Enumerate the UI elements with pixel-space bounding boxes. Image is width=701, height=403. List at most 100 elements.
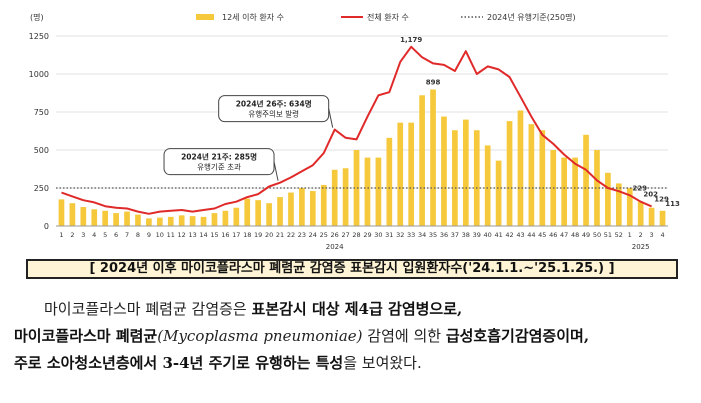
bar — [69, 203, 76, 226]
y-tick-label: 750 — [34, 108, 49, 117]
p3-bold: 주로 소아청소년층에서 3-4년 주기로 유행하는 특성 — [14, 354, 344, 372]
x-tick-label: 12 — [178, 231, 186, 239]
x-tick-label: 30 — [374, 231, 382, 239]
bar — [528, 124, 535, 226]
x-tick-label: 1 — [59, 231, 63, 239]
paragraph-line-3: 주로 소아청소년층에서 3-4년 주기로 유행하는 특성을 보여왔다. — [14, 350, 694, 377]
p2-text: 감염에 의한 — [362, 327, 446, 345]
bar — [342, 168, 349, 226]
x-tick-label: 35 — [429, 231, 437, 239]
bar — [320, 184, 327, 226]
bar — [626, 188, 633, 226]
x-tick-label: 1 — [628, 231, 632, 239]
bar — [484, 145, 491, 226]
legend-label: 2024년 유행기준(250명) — [487, 12, 576, 22]
p2-bold-2: 급성호흡기감염증이며, — [445, 327, 590, 345]
bar — [648, 207, 655, 226]
bar — [80, 207, 87, 226]
bar — [539, 130, 546, 226]
bar — [146, 218, 152, 226]
x-tick-label: 2 — [70, 231, 74, 239]
x-tick-label: 14 — [199, 231, 207, 239]
x-tick-label: 41 — [494, 231, 502, 239]
figure-caption: [ 2024년 이후 마이코플라스마 폐렴균 감염증 표본감시 입원환자수('2… — [26, 259, 678, 279]
bar — [200, 216, 207, 226]
annotation-subtitle: 유행주의보 발령 — [248, 109, 299, 119]
x-tick-label: 13 — [188, 231, 196, 239]
p2-italic: (Mycoplasma pneumoniae) — [157, 327, 363, 345]
bar — [561, 157, 568, 226]
x-tick-label: 22 — [287, 231, 295, 239]
x-tick-label: 49 — [582, 231, 590, 239]
x-tick-label: 24 — [309, 231, 317, 239]
bar — [255, 200, 262, 226]
bar — [211, 213, 218, 226]
bar — [605, 172, 611, 226]
x-tick-label: 25 — [320, 231, 328, 239]
y-unit-label: (명) — [30, 12, 44, 22]
x-tick-label: 9 — [147, 231, 151, 239]
x-tick-label: 17 — [232, 231, 240, 239]
x-tick-label: 16 — [221, 231, 229, 239]
x-tick-label: 23 — [298, 231, 306, 239]
x-tick-label: 11 — [167, 231, 175, 239]
bar — [572, 157, 578, 226]
bar — [375, 157, 382, 226]
x-tick-label: 27 — [341, 231, 349, 239]
y-tick-label: 500 — [34, 146, 49, 155]
x-tick-label: 39 — [473, 231, 481, 239]
x-year-label: 2024 — [326, 243, 344, 251]
bar — [495, 160, 502, 226]
bar — [583, 134, 589, 226]
x-tick-label: 5 — [103, 231, 107, 239]
legend-label: 전체 환자 수 — [367, 12, 409, 22]
legend-swatch-bar — [196, 14, 214, 20]
bar — [58, 199, 65, 226]
x-tick-label: 19 — [254, 231, 262, 239]
x-tick-label: 52 — [615, 231, 623, 239]
data-label: 229 — [632, 184, 647, 192]
x-tick-label: 51 — [604, 231, 612, 239]
x-tick-label: 33 — [407, 231, 415, 239]
bar — [473, 130, 480, 226]
paragraph-line-1: 마이코플라스마 폐렴균 감염증은 표본감시 대상 제4급 감염병으로, — [14, 296, 694, 323]
x-tick-label: 20 — [265, 231, 273, 239]
bar — [135, 214, 141, 226]
bar — [331, 169, 338, 226]
annotation-title: 2024년 26주: 634명 — [236, 99, 312, 109]
bar — [517, 110, 524, 226]
paragraph-line-2: 마이코플라스마 폐렴균(Mycoplasma pneumoniae) 감염에 의… — [14, 323, 694, 350]
bar — [419, 95, 425, 226]
x-tick-label: 6 — [114, 231, 118, 239]
data-label: 129 — [654, 195, 669, 203]
p2-bold: 마이코플라스마 폐렴균 — [14, 327, 158, 345]
x-tick-label: 40 — [484, 231, 492, 239]
data-label: 113 — [665, 200, 680, 208]
series-line-total — [61, 45, 652, 215]
bar — [637, 201, 644, 226]
x-tick-label: 7 — [125, 231, 129, 239]
x-tick-label: 37 — [451, 231, 459, 239]
p3-text: 을 보여왔다. — [343, 354, 422, 372]
y-tick-label: 0 — [44, 222, 49, 231]
bar — [113, 213, 119, 226]
bar — [288, 192, 294, 226]
x-tick-label: 15 — [210, 231, 218, 239]
x-tick-label: 4 — [660, 231, 664, 239]
x-year-label: 2025 — [632, 243, 650, 251]
x-tick-label: 50 — [593, 231, 601, 239]
bar — [506, 121, 513, 226]
bar — [102, 210, 109, 226]
caption-text: [ 2024년 이후 마이코플라스마 폐렴균 감염증 표본감시 입원환자수('2… — [89, 261, 615, 276]
x-tick-label: 38 — [462, 231, 470, 239]
bar — [189, 216, 196, 226]
bar — [178, 215, 185, 226]
annotation-pointer — [273, 161, 279, 181]
legend-label: 12세 이하 환자 수 — [222, 12, 284, 22]
bar — [277, 197, 283, 226]
annotation-pointer — [328, 108, 334, 128]
y-tick-label: 1250 — [29, 32, 49, 41]
x-tick-label: 44 — [527, 231, 535, 239]
